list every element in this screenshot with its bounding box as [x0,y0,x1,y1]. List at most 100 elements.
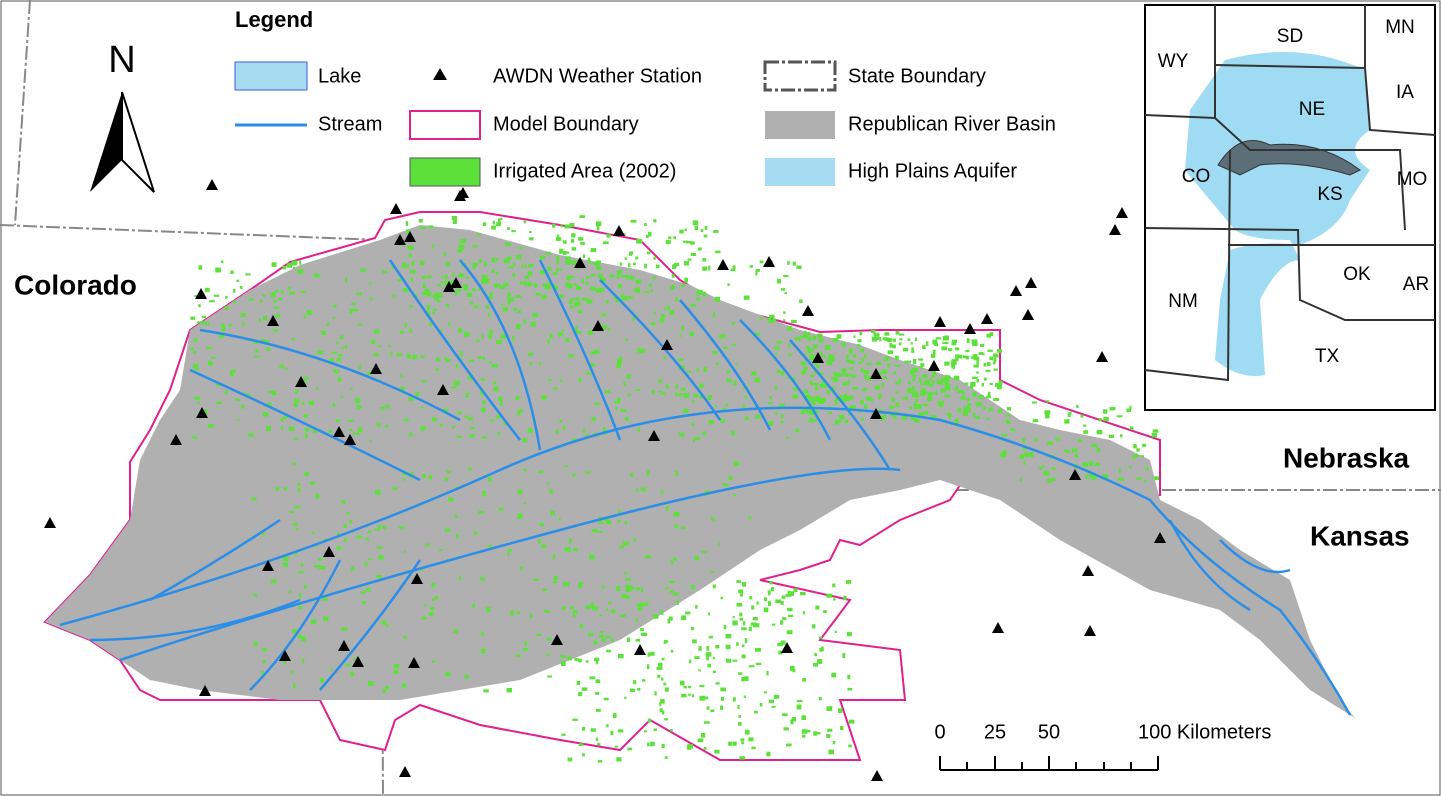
irrigated-patch [783,274,789,278]
weather-station [323,546,335,557]
irrigated-patch [719,334,723,339]
weather-station [411,573,423,584]
irrigated-patch [866,362,872,366]
legend-label: Republican River Basin [848,113,1056,135]
irrigated-patch [482,400,486,405]
irrigated-patch [635,388,640,392]
irrigated-patch [1034,436,1038,442]
irrigated-patch [696,297,701,301]
irrigated-patch [596,264,600,270]
irrigated-patch [832,740,836,745]
irrigated-patch [431,583,436,588]
irrigated-patch [443,408,449,413]
irrigated-patch [336,545,342,550]
irrigated-patch [629,275,635,280]
weather-station [661,339,673,350]
irrigated-patch [515,396,520,400]
inset-label: MN [1385,17,1415,38]
irrigated-patch [481,407,486,413]
irrigated-patch [350,671,355,676]
irrigated-patch [539,255,545,260]
irrigated-patch [340,335,344,340]
irrigated-patch [1077,439,1083,442]
irrigated-patch [690,626,695,631]
irrigated-patch [964,382,969,385]
irrigated-patch [866,375,872,381]
irrigated-patch [936,379,943,385]
irrigated-patch [787,326,793,331]
irrigated-patch [587,298,591,302]
irrigated-patch [710,517,715,521]
irrigated-patch [596,659,599,665]
weather-station [981,313,993,324]
irrigated-patch [595,289,602,293]
irrigated-patch [461,238,467,243]
irrigated-patch [736,602,743,607]
irrigated-patch [971,339,978,344]
irrigated-patch [626,637,631,643]
irrigated-patch [707,663,712,668]
irrigated-patch [315,493,320,499]
irrigated-patch [673,592,679,596]
irrigated-patch [555,237,562,241]
irrigated-patch [358,427,363,433]
irrigated-patch [297,571,304,574]
irrigated-patch [482,222,487,227]
irrigated-patch [945,387,951,391]
irrigated-patch [887,363,890,368]
irrigated-patch [616,397,621,402]
irrigated-patch [800,335,805,339]
irrigated-patch [749,265,753,268]
irrigated-patch [527,271,533,276]
irrigated-patch [803,330,807,335]
irrigated-patch [668,236,672,240]
irrigated-patch [847,380,850,384]
irrigated-patch [907,338,911,341]
irrigated-patch [680,387,686,391]
irrigated-patch [278,297,283,301]
irrigated-patch [948,414,952,419]
irrigated-patch [432,311,435,315]
irrigated-patch [341,627,348,631]
irrigated-patch [666,505,669,511]
irrigated-patch [425,543,430,547]
irrigated-patch [733,494,736,497]
irrigated-patch [590,602,594,608]
irrigated-patch [476,339,480,342]
irrigated-patch [381,620,387,625]
irrigated-patch [493,386,499,392]
irrigated-patch [792,668,796,673]
irrigated-patch [818,697,822,701]
irrigated-patch [233,289,236,293]
irrigated-patch [547,378,552,382]
irrigated-patch [669,590,673,593]
irrigated-patch [253,641,258,646]
irrigated-patch [444,274,448,280]
irrigated-patch [616,363,621,369]
irrigated-patch [813,361,817,366]
irrigated-patch [576,331,582,334]
irrigated-patch [664,687,669,692]
irrigated-patch [864,354,867,359]
irrigated-patch [319,678,324,683]
irrigated-patch [670,728,673,732]
irrigated-patch [1019,478,1023,482]
irrigated-patch [519,566,523,571]
irrigated-patch [575,297,580,301]
irrigated-patch [553,576,558,581]
irrigated-patch [565,464,568,468]
irrigated-patch [368,282,372,285]
irrigated-patch [826,734,831,738]
irrigated-patch [826,359,832,364]
scale-bar [939,756,1159,771]
irrigated-patch [472,604,476,609]
irrigated-patch [676,599,679,605]
irrigated-patch [610,609,616,614]
irrigated-patch [640,487,646,491]
irrigated-patch [661,677,664,681]
irrigated-patch [601,638,606,642]
irrigated-patch [644,263,647,269]
irrigated-patch [652,614,659,619]
irrigated-patch [987,362,991,367]
irrigated-patch [677,358,684,361]
